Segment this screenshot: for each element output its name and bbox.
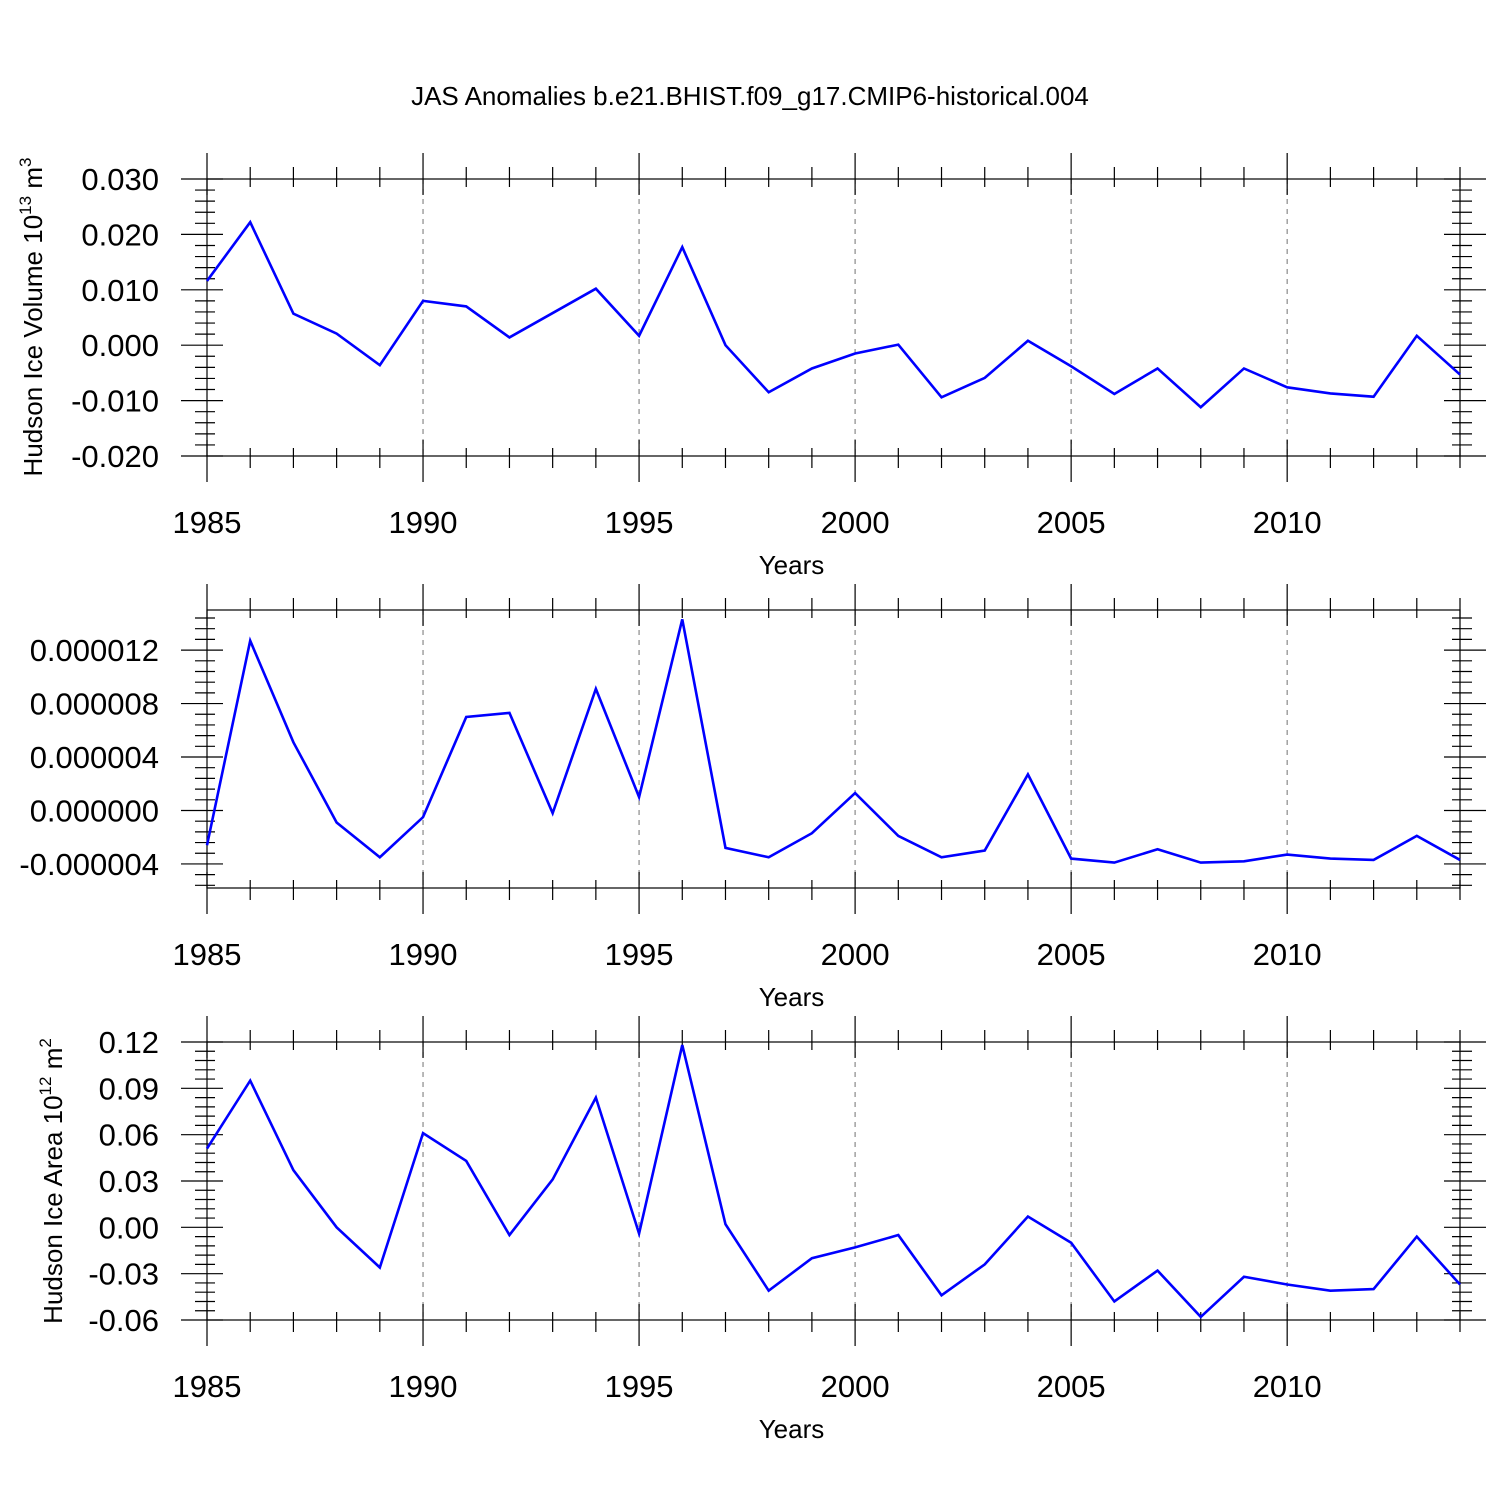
y-tick-label: 0.030 xyxy=(81,162,159,197)
x-tick-label: 1985 xyxy=(173,1369,242,1404)
thickness-panel: 1985 1990 1995 2000 2005 2010 Years -0.000004 0.… xyxy=(19,584,1486,1012)
x-tick-label: 1990 xyxy=(389,937,458,972)
x-axis-title: Years xyxy=(759,982,825,1012)
y-axis-title: Hudson Ice Area 1012 m2 xyxy=(36,1038,68,1324)
y-tick-label: 0.000004 xyxy=(30,740,159,775)
y-tick-label: 0.06 xyxy=(99,1118,159,1153)
x-tick-label: 2000 xyxy=(821,937,890,972)
figure-title: JAS Anomalies b.e21.BHIST.f09_g17.CMIP6-… xyxy=(411,81,1089,111)
x-axis-title: Years xyxy=(759,550,825,580)
y-tick-label: 0.000 xyxy=(81,328,159,363)
plot-frame xyxy=(206,178,1461,457)
x-tick-label: 2000 xyxy=(821,1369,890,1404)
y-tick-label: -0.020 xyxy=(71,439,159,474)
x-tick-label: 1985 xyxy=(173,937,242,972)
x-tick-label: 1985 xyxy=(173,505,242,540)
y-tick-label: 0.00 xyxy=(99,1210,159,1245)
y-tick-label: 0.010 xyxy=(81,273,159,308)
x-tick-label: 1995 xyxy=(605,937,674,972)
x-tick-label: 1995 xyxy=(605,505,674,540)
plot-frame xyxy=(206,609,1461,889)
x-axis-title: Years xyxy=(759,1414,825,1444)
volume-panel: 1985 1990 1995 2000 2005 2010 Years -0.020 -0.01… xyxy=(16,153,1486,580)
y-tick-label: 0.000012 xyxy=(30,633,159,668)
x-tick-label: 1990 xyxy=(389,505,458,540)
series-line xyxy=(205,619,1461,864)
y-tick-label: 0.020 xyxy=(81,217,159,252)
plot-frame xyxy=(206,1041,1461,1321)
x-tick-label: 2000 xyxy=(821,505,890,540)
y-tick-label: 0.000008 xyxy=(30,687,159,722)
y-axis-title: Hudson Ice Volume 1013 m3 xyxy=(16,158,48,477)
y-tick-label: 0.000000 xyxy=(30,793,159,828)
y-tick-label: 0.09 xyxy=(99,1071,159,1106)
x-tick-label: 2010 xyxy=(1253,937,1322,972)
y-tick-label: 0.12 xyxy=(99,1025,159,1060)
x-tick-label: 2010 xyxy=(1253,505,1322,540)
x-tick-label: 2005 xyxy=(1037,1369,1106,1404)
y-tick-label: -0.03 xyxy=(88,1257,159,1292)
series-line xyxy=(205,1044,1461,1319)
x-tick-label: 2005 xyxy=(1037,505,1106,540)
series-line xyxy=(205,219,1461,409)
y-tick-label: -0.010 xyxy=(71,384,159,419)
x-tick-label: 2005 xyxy=(1037,937,1106,972)
x-tick-label: 1990 xyxy=(389,1369,458,1404)
y-tick-label: 0.03 xyxy=(99,1164,159,1199)
area-panel: 1985 1990 1995 2000 2005 2010 Years -0.06 -0.03 0… xyxy=(36,1016,1486,1444)
x-tick-label: 1995 xyxy=(605,1369,674,1404)
y-tick-label: -0.000004 xyxy=(19,847,159,882)
x-tick-label: 2010 xyxy=(1253,1369,1322,1404)
y-tick-label: -0.06 xyxy=(88,1303,159,1338)
